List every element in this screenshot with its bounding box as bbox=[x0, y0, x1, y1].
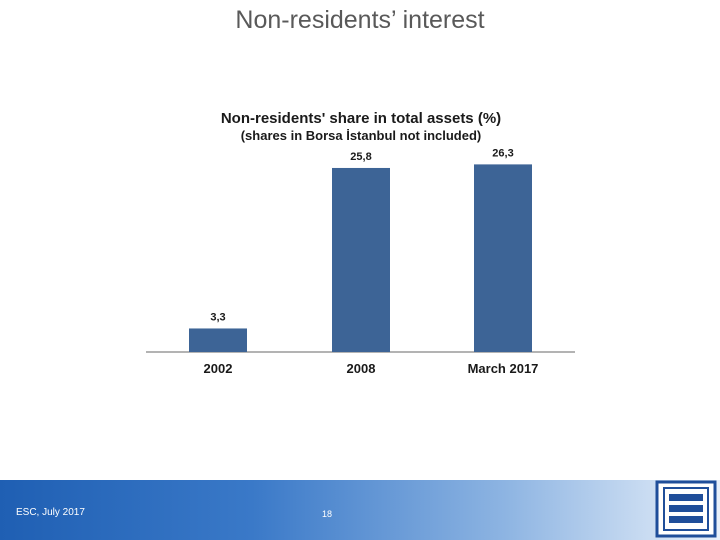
bar-1 bbox=[189, 328, 247, 352]
data-label-3: 26,3 bbox=[492, 147, 513, 159]
category-label-1: 2002 bbox=[204, 361, 233, 376]
data-label-1: 3,3 bbox=[210, 311, 225, 323]
data-label-2: 25,8 bbox=[350, 151, 371, 163]
footer-bar bbox=[0, 480, 720, 540]
chart-title: Non-residents' share in total assets (%) bbox=[220, 110, 502, 127]
bar-3 bbox=[474, 164, 532, 352]
bar-chart: 3,3 2002 25,8 2008 26,3 March 2017 bbox=[146, 147, 575, 376]
chart-subtitle: (shares in Borsa İstanbul not included) bbox=[240, 128, 482, 143]
bar-2 bbox=[332, 167, 390, 352]
association-logo-icon bbox=[655, 480, 717, 538]
category-label-3: March 2017 bbox=[468, 361, 539, 376]
slide-title: Non-residents’ interest bbox=[235, 6, 485, 34]
page-number: 18 bbox=[322, 509, 333, 519]
footer-left-text: ESC, July 2017 bbox=[16, 507, 85, 518]
chart-title-block: Non-residents' share in total assets (%)… bbox=[146, 110, 576, 144]
category-label-2: 2008 bbox=[347, 361, 376, 376]
